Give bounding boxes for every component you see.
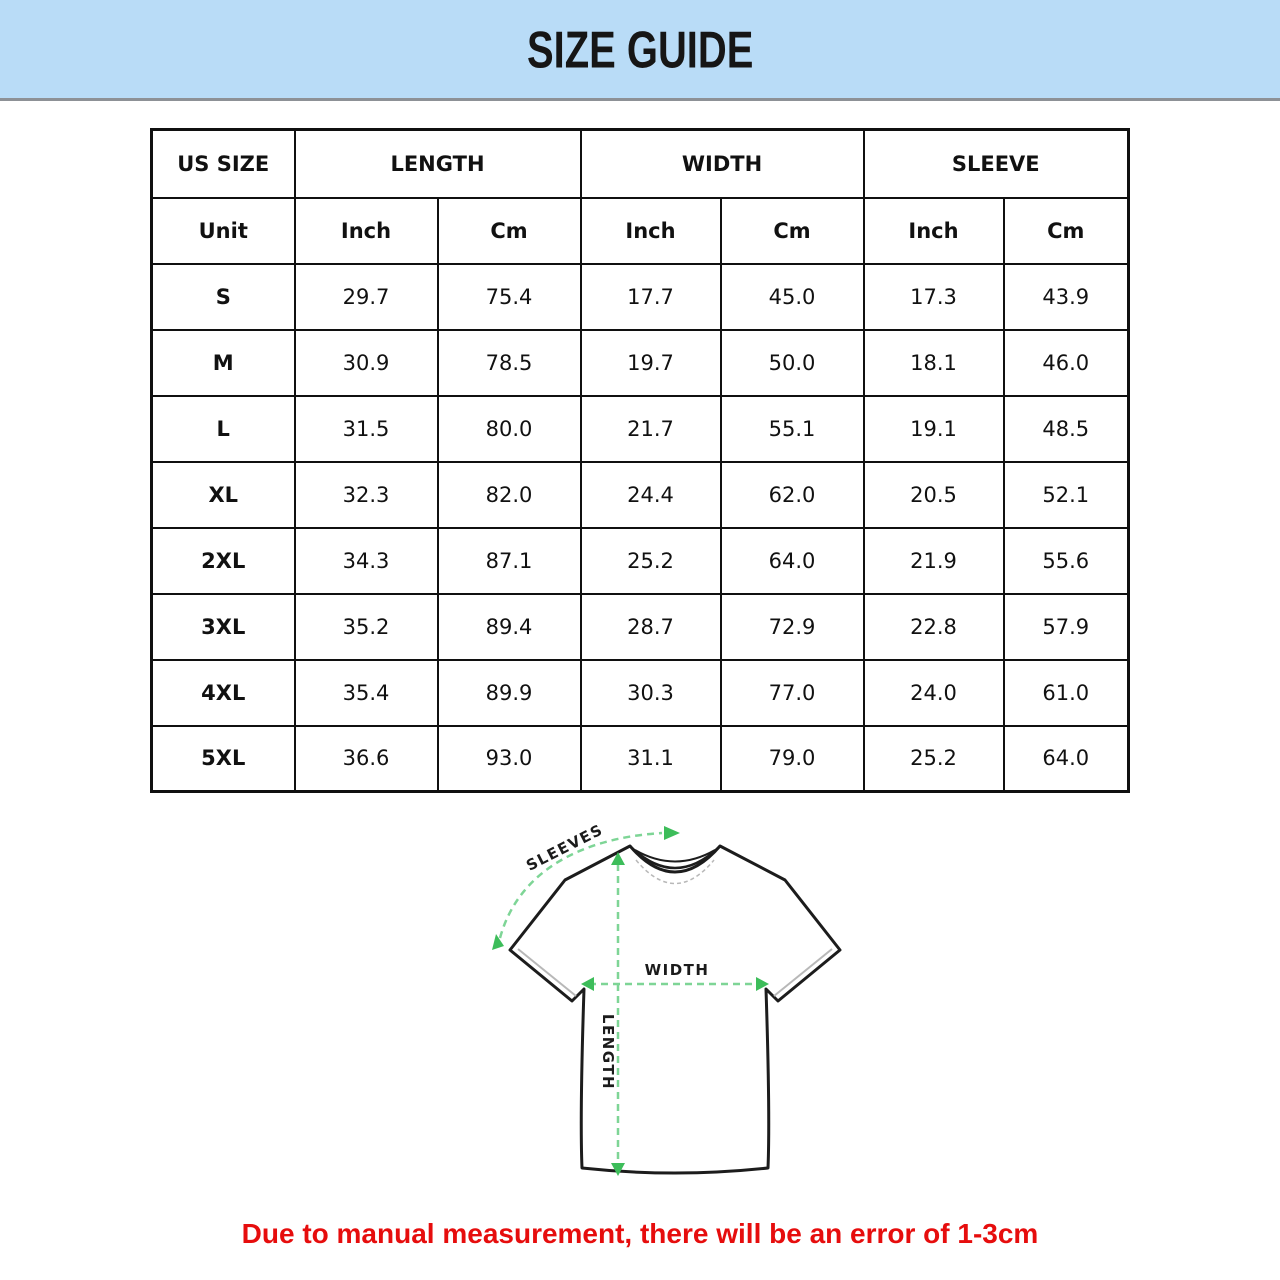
value-cell: 62.0 (719, 460, 865, 529)
value-cell: 31.1 (579, 724, 722, 793)
table-row-4xl: 4XL 35.4 89.9 30.3 77.0 24.0 61.0 (150, 658, 1130, 727)
width-label: WIDTH (645, 961, 710, 979)
collar-line-outer (631, 847, 719, 870)
value-cell: 24.0 (862, 658, 1005, 727)
size-cell: 3XL (150, 592, 296, 661)
value-cell: 28.7 (579, 592, 722, 661)
table-row-s: S 29.7 75.4 17.7 45.0 17.3 43.9 (150, 262, 1130, 331)
value-cell: 80.0 (436, 394, 582, 463)
value-cell: 32.3 (293, 460, 439, 529)
table-row-5xl: 5XL 36.6 93.0 31.1 79.0 25.2 64.0 (150, 724, 1130, 793)
size-cell: M (150, 328, 296, 397)
sleeve-arrowhead-bottom (492, 934, 504, 950)
table-row-2xl: 2XL 34.3 87.1 25.2 64.0 21.9 55.6 (150, 526, 1130, 595)
value-cell: 64.0 (1002, 724, 1130, 793)
value-cell: 50.0 (719, 328, 865, 397)
value-cell: 17.7 (579, 262, 722, 331)
value-cell: 18.1 (862, 328, 1005, 397)
value-cell: 31.5 (293, 394, 439, 463)
unit-cell: Cm (719, 196, 865, 265)
value-cell: 25.2 (862, 724, 1005, 793)
value-cell: 45.0 (719, 262, 865, 331)
value-cell: 64.0 (719, 526, 865, 595)
value-cell: 87.1 (436, 526, 582, 595)
value-cell: 29.7 (293, 262, 439, 331)
value-cell: 43.9 (1002, 262, 1130, 331)
unit-row: Unit Inch Cm Inch Cm Inch Cm (150, 196, 1130, 265)
page-title: SIZE GUIDE (526, 19, 754, 79)
unit-cell: Inch (579, 196, 722, 265)
size-cell: L (150, 394, 296, 463)
unit-cell: Inch (293, 196, 439, 265)
col-header-us-size: US SIZE (150, 128, 296, 199)
tshirt-measurement-diagram: SLEEVES WIDTH LENGTH (492, 820, 842, 1176)
value-cell: 55.6 (1002, 526, 1130, 595)
value-cell: 19.1 (862, 394, 1005, 463)
value-cell: 17.3 (862, 262, 1005, 331)
value-cell: 19.7 (579, 328, 722, 397)
value-cell: 30.9 (293, 328, 439, 397)
value-cell: 22.8 (862, 592, 1005, 661)
unit-cell: Cm (436, 196, 582, 265)
sleeve-measure-line (498, 831, 663, 939)
value-cell: 79.0 (719, 724, 865, 793)
value-cell: 36.6 (293, 724, 439, 793)
value-cell: 82.0 (436, 460, 582, 529)
value-cell: 89.9 (436, 658, 582, 727)
size-cell: S (150, 262, 296, 331)
value-cell: 61.0 (1002, 658, 1130, 727)
value-cell: 57.9 (1002, 592, 1130, 661)
table-row-l: L 31.5 80.0 21.7 55.1 19.1 48.5 (150, 394, 1130, 463)
size-chart-table: US SIZE LENGTH WIDTH SLEEVE Unit Inch Cm… (150, 128, 1130, 793)
value-cell: 35.4 (293, 658, 439, 727)
value-cell: 72.9 (719, 592, 865, 661)
table-row-m: M 30.9 78.5 19.7 50.0 18.1 46.0 (150, 328, 1130, 397)
col-header-length: LENGTH (293, 128, 582, 199)
value-cell: 24.4 (579, 460, 722, 529)
size-cell: XL (150, 460, 296, 529)
sleeve-arrowhead-top (664, 826, 680, 840)
length-arrowhead-bottom (611, 1163, 625, 1176)
value-cell: 35.2 (293, 592, 439, 661)
value-cell: 93.0 (436, 724, 582, 793)
value-cell: 89.4 (436, 592, 582, 661)
size-guide-banner: SIZE GUIDE (0, 0, 1280, 101)
value-cell: 21.7 (579, 394, 722, 463)
unit-cell: Cm (1002, 196, 1130, 265)
width-arrowhead-left (581, 977, 594, 991)
value-cell: 25.2 (579, 526, 722, 595)
col-header-width: WIDTH (579, 128, 865, 199)
size-cell: 5XL (150, 724, 296, 793)
collar-line-inner (634, 849, 716, 863)
length-label: LENGTH (599, 1014, 617, 1090)
value-cell: 20.5 (862, 460, 1005, 529)
table-header-row: US SIZE LENGTH WIDTH SLEEVE (150, 128, 1130, 199)
tshirt-outline (508, 844, 842, 1175)
size-cell: 2XL (150, 526, 296, 595)
value-cell: 30.3 (579, 658, 722, 727)
value-cell: 75.4 (436, 262, 582, 331)
value-cell: 21.9 (862, 526, 1005, 595)
value-cell: 48.5 (1002, 394, 1130, 463)
length-arrowhead-top (611, 852, 625, 865)
measurement-disclaimer: Due to manual measurement, there will be… (241, 1218, 1039, 1249)
value-cell: 78.5 (436, 328, 582, 397)
value-cell: 34.3 (293, 526, 439, 595)
table-row-3xl: 3XL 35.2 89.4 28.7 72.9 22.8 57.9 (150, 592, 1130, 661)
value-cell: 46.0 (1002, 328, 1130, 397)
right-sleeve-seam (773, 948, 833, 997)
value-cell: 55.1 (719, 394, 865, 463)
size-cell: 4XL (150, 658, 296, 727)
left-sleeve-seam (517, 948, 577, 997)
table-row-xl: XL 32.3 82.0 24.4 62.0 20.5 52.1 (150, 460, 1130, 529)
unit-cell: Inch (862, 196, 1005, 265)
width-arrowhead-right (756, 977, 769, 991)
value-cell: 52.1 (1002, 460, 1130, 529)
col-header-sleeve: SLEEVE (862, 128, 1130, 199)
unit-label-cell: Unit (150, 196, 296, 265)
value-cell: 77.0 (719, 658, 865, 727)
